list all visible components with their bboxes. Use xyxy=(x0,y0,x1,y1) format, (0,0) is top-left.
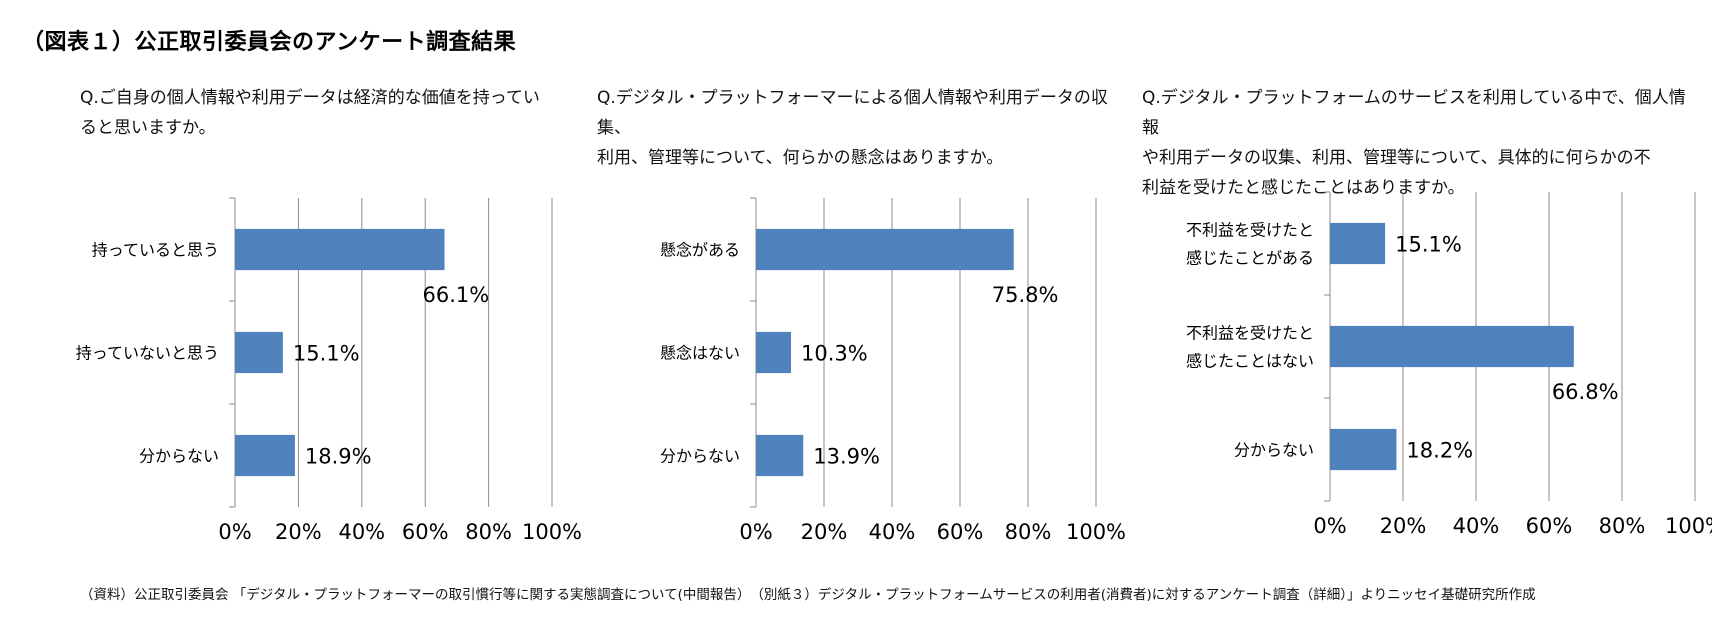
x-tick-label: 60% xyxy=(1526,514,1573,538)
x-tick-label: 0% xyxy=(1313,514,1346,538)
category-label: 懸念がある xyxy=(660,241,740,260)
value-label: 13.9% xyxy=(813,445,880,469)
bar xyxy=(1330,222,1386,265)
chart-question-1: Q.ご自身の個人情報や利用データは経済的な価値を持ってい ると思いますか。 xyxy=(80,83,580,143)
bar xyxy=(235,434,295,477)
chart-question-2: Q.デジタル・プラットフォーマーによる個人情報や利用データの収集、 利用、管理等… xyxy=(597,83,1117,173)
category-label: 持っていると思う xyxy=(92,241,219,260)
x-tick-label: 100% xyxy=(1066,520,1126,544)
x-tick-label: 80% xyxy=(1005,520,1052,544)
bar xyxy=(235,331,283,374)
question-line: Q.ご自身の個人情報や利用データは経済的な価値を持ってい xyxy=(80,88,540,108)
question-line: 利用、管理等について、何らかの懸念はありますか。 xyxy=(597,148,1004,168)
x-tick-label: 20% xyxy=(275,520,322,544)
question-line: 利益を受けたと感じたことはありますか。 xyxy=(1142,178,1465,198)
source-note: （資料）公正取引委員会 「デジタル・プラットフォーマーの取引慣行等に関する実態調… xyxy=(80,587,1536,603)
bar xyxy=(756,434,804,477)
x-tick-label: 60% xyxy=(937,520,984,544)
bar xyxy=(756,331,792,374)
x-tick-label: 80% xyxy=(1599,514,1646,538)
x-tick-label: 20% xyxy=(801,520,848,544)
question-line: ると思いますか。 xyxy=(80,118,216,138)
bar xyxy=(1330,325,1574,368)
value-label: 18.2% xyxy=(1406,439,1473,463)
question-line: Q.デジタル・プラットフォーマーによる個人情報や利用データの収集、 xyxy=(597,88,1108,138)
category-label: 分からない xyxy=(660,447,740,466)
category-label: 持っていないと思う xyxy=(76,344,219,363)
bar xyxy=(235,228,445,271)
chart-question-3: Q.デジタル・プラットフォームのサービスを利用している中で、個人情報 や利用デー… xyxy=(1142,83,1702,203)
bar-chart-2: 0% 20% 40% 60% 80% 100% 75.8% 懸念がある 10.3% 懸念はない 13… xyxy=(660,197,1126,544)
value-label: 15.1% xyxy=(293,342,360,366)
chart-panel-3: Q.デジタル・プラットフォームのサービスを利用している中で、個人情報 や利用デー… xyxy=(1120,0,1712,580)
x-tick-label: 100% xyxy=(1665,514,1712,538)
x-tick-label: 20% xyxy=(1380,514,1427,538)
value-label: 10.3% xyxy=(801,342,868,366)
x-tick-label: 0% xyxy=(218,520,251,544)
x-tick-label: 40% xyxy=(1453,514,1500,538)
category-label: 不利益を受けたと xyxy=(1186,221,1314,240)
value-label: 66.8% xyxy=(1552,380,1619,404)
x-tick-label: 80% xyxy=(465,520,512,544)
value-label: 15.1% xyxy=(1395,233,1462,257)
category-label: 感じたことはない xyxy=(1186,352,1314,371)
x-tick-label: 60% xyxy=(402,520,449,544)
chart-panel-1: Q.ご自身の個人情報や利用データは経済的な価値を持ってい ると思いますか。 0%… xyxy=(0,0,582,580)
bar-chart-1: 0% 20% 40% 60% 80% 100% 66.1% 持っていると思う 15.1% 持ってい… xyxy=(76,197,582,544)
bar xyxy=(756,228,1014,271)
category-label: 感じたことがある xyxy=(1186,249,1314,268)
bar xyxy=(1330,428,1397,471)
value-label: 75.8% xyxy=(992,283,1059,307)
category-label: 懸念はない xyxy=(660,344,740,363)
figure-title: （図表１）公正取引委員会のアンケート調査結果 xyxy=(22,30,517,55)
question-line: Q.デジタル・プラットフォームのサービスを利用している中で、個人情報 xyxy=(1142,88,1686,138)
category-label: 分からない xyxy=(139,447,219,466)
x-tick-label: 40% xyxy=(869,520,916,544)
x-tick-label: 100% xyxy=(522,520,582,544)
category-label: 不利益を受けたと xyxy=(1186,324,1314,343)
category-label: 分からない xyxy=(1234,441,1314,460)
value-label: 18.9% xyxy=(305,445,372,469)
question-line: や利用データの収集、利用、管理等について、具体的に何らかの不 xyxy=(1142,148,1651,168)
value-label: 66.1% xyxy=(423,283,490,307)
chart-panel-2: Q.デジタル・プラットフォーマーによる個人情報や利用データの収集、 利用、管理等… xyxy=(580,0,1126,580)
x-tick-label: 40% xyxy=(338,520,385,544)
x-tick-label: 0% xyxy=(739,520,772,544)
